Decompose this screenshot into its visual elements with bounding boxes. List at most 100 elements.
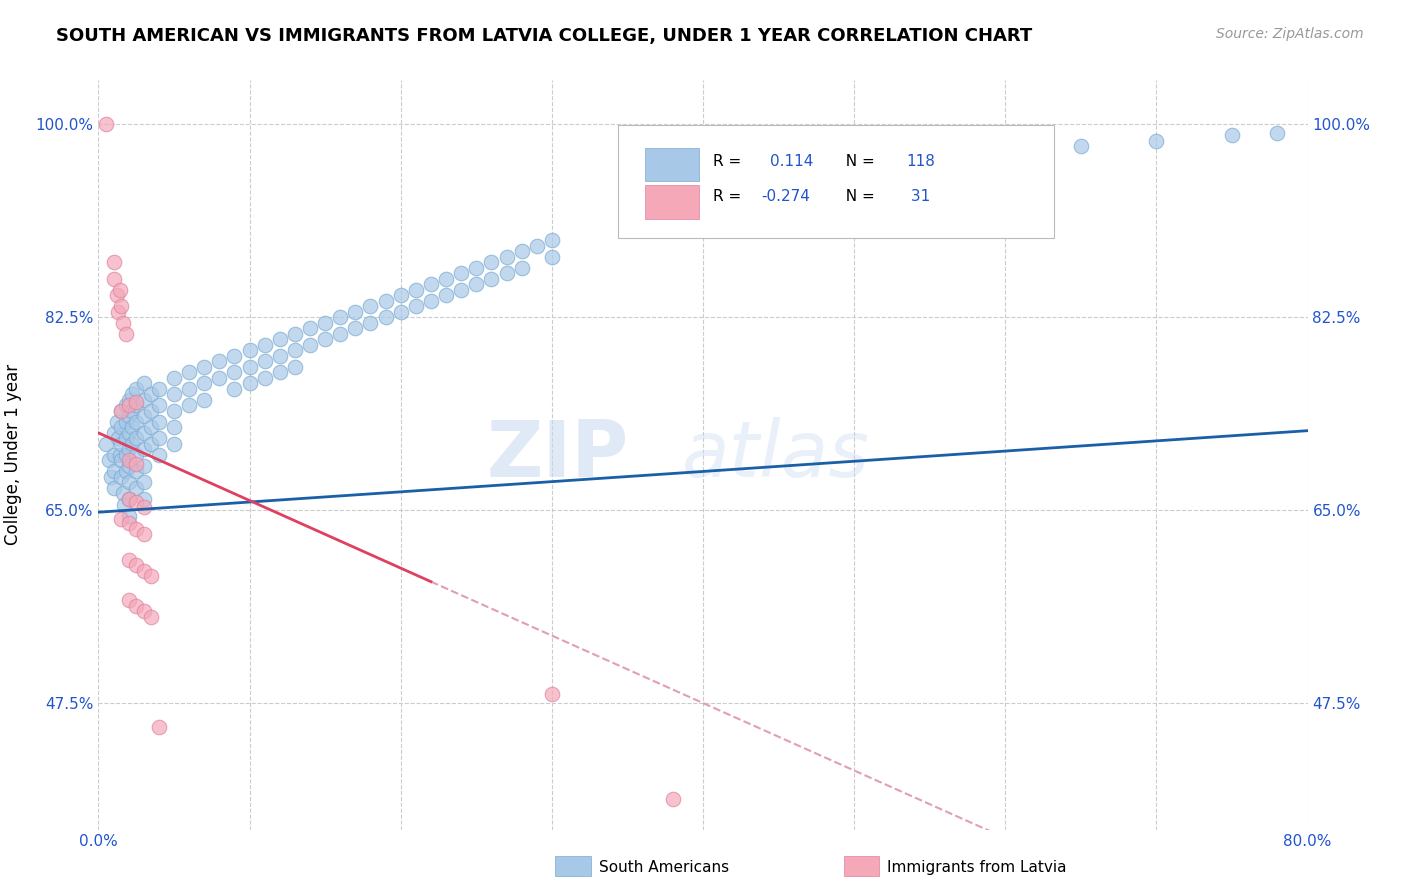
Point xyxy=(314,316,336,330)
Point xyxy=(110,404,132,418)
Point xyxy=(108,448,131,462)
Point xyxy=(125,457,148,471)
Point xyxy=(121,387,143,401)
Point xyxy=(132,392,155,407)
Point xyxy=(510,260,533,275)
Point xyxy=(450,283,472,297)
Point xyxy=(193,392,215,407)
Point xyxy=(481,255,503,269)
Point xyxy=(132,564,155,578)
Point xyxy=(253,371,276,385)
Point xyxy=(125,495,148,509)
Point xyxy=(125,558,148,573)
Point xyxy=(465,277,488,292)
Point xyxy=(132,376,155,391)
Point xyxy=(118,491,141,506)
Text: 31: 31 xyxy=(905,189,931,204)
Point xyxy=(132,442,155,457)
Point xyxy=(118,392,141,407)
Point xyxy=(163,420,186,434)
Text: atlas: atlas xyxy=(682,417,869,493)
Point xyxy=(118,475,141,490)
Text: 118: 118 xyxy=(905,153,935,169)
Point xyxy=(111,486,134,500)
Point xyxy=(299,321,322,335)
Point xyxy=(269,349,291,363)
Point xyxy=(118,453,141,467)
Point xyxy=(125,382,148,396)
Point xyxy=(125,448,148,462)
Point xyxy=(105,288,128,302)
Text: N =: N = xyxy=(837,189,880,204)
Point xyxy=(193,376,215,391)
Point xyxy=(661,791,683,805)
Point xyxy=(105,415,128,429)
Point xyxy=(526,238,548,252)
Point xyxy=(481,271,503,285)
Point xyxy=(193,359,215,374)
Point xyxy=(125,599,148,613)
Point xyxy=(163,437,186,451)
Point xyxy=(179,365,201,379)
Point xyxy=(118,442,141,457)
Point xyxy=(163,387,186,401)
Point xyxy=(103,465,125,479)
Point xyxy=(132,425,155,440)
Text: R =: R = xyxy=(713,153,745,169)
Point xyxy=(994,145,1017,159)
Point xyxy=(132,604,155,618)
Text: N =: N = xyxy=(837,153,880,169)
Point xyxy=(465,260,488,275)
Point xyxy=(344,304,367,318)
Point xyxy=(98,453,121,467)
Point xyxy=(125,395,148,409)
Point xyxy=(110,453,132,467)
Point xyxy=(299,337,322,351)
Point xyxy=(269,365,291,379)
Point xyxy=(148,415,170,429)
Point xyxy=(239,376,262,391)
Point xyxy=(118,593,141,607)
Point xyxy=(148,720,170,734)
Point xyxy=(118,491,141,506)
Point xyxy=(125,415,148,429)
Point xyxy=(141,437,163,451)
FancyBboxPatch shape xyxy=(619,125,1053,237)
Point xyxy=(360,316,382,330)
Point xyxy=(616,211,638,225)
Point xyxy=(1220,128,1243,143)
Point xyxy=(118,398,141,412)
Text: 0.114: 0.114 xyxy=(769,153,813,169)
Text: SOUTH AMERICAN VS IMMIGRANTS FROM LATVIA COLLEGE, UNDER 1 YEAR CORRELATION CHART: SOUTH AMERICAN VS IMMIGRANTS FROM LATVIA… xyxy=(56,27,1032,45)
Point xyxy=(118,409,141,424)
Point xyxy=(110,420,132,434)
Point xyxy=(114,415,136,429)
Point xyxy=(118,508,141,523)
Point xyxy=(103,448,125,462)
Point xyxy=(121,437,143,451)
Point xyxy=(179,398,201,412)
Point xyxy=(768,178,790,192)
Point xyxy=(110,437,132,451)
Point xyxy=(284,326,307,341)
Point xyxy=(148,431,170,445)
Point xyxy=(141,387,163,401)
Point xyxy=(118,458,141,473)
Point xyxy=(269,332,291,346)
Text: -0.274: -0.274 xyxy=(761,189,810,204)
FancyBboxPatch shape xyxy=(645,186,699,219)
Point xyxy=(163,404,186,418)
Point xyxy=(179,382,201,396)
Point xyxy=(125,465,148,479)
Point xyxy=(132,491,155,506)
Point xyxy=(1267,126,1289,140)
Point xyxy=(103,271,125,285)
Point xyxy=(495,250,517,264)
Point xyxy=(94,437,117,451)
Point xyxy=(540,233,562,247)
Point xyxy=(434,271,457,285)
Point xyxy=(420,293,443,308)
Point xyxy=(284,343,307,358)
Point xyxy=(253,354,276,368)
Point xyxy=(389,288,412,302)
